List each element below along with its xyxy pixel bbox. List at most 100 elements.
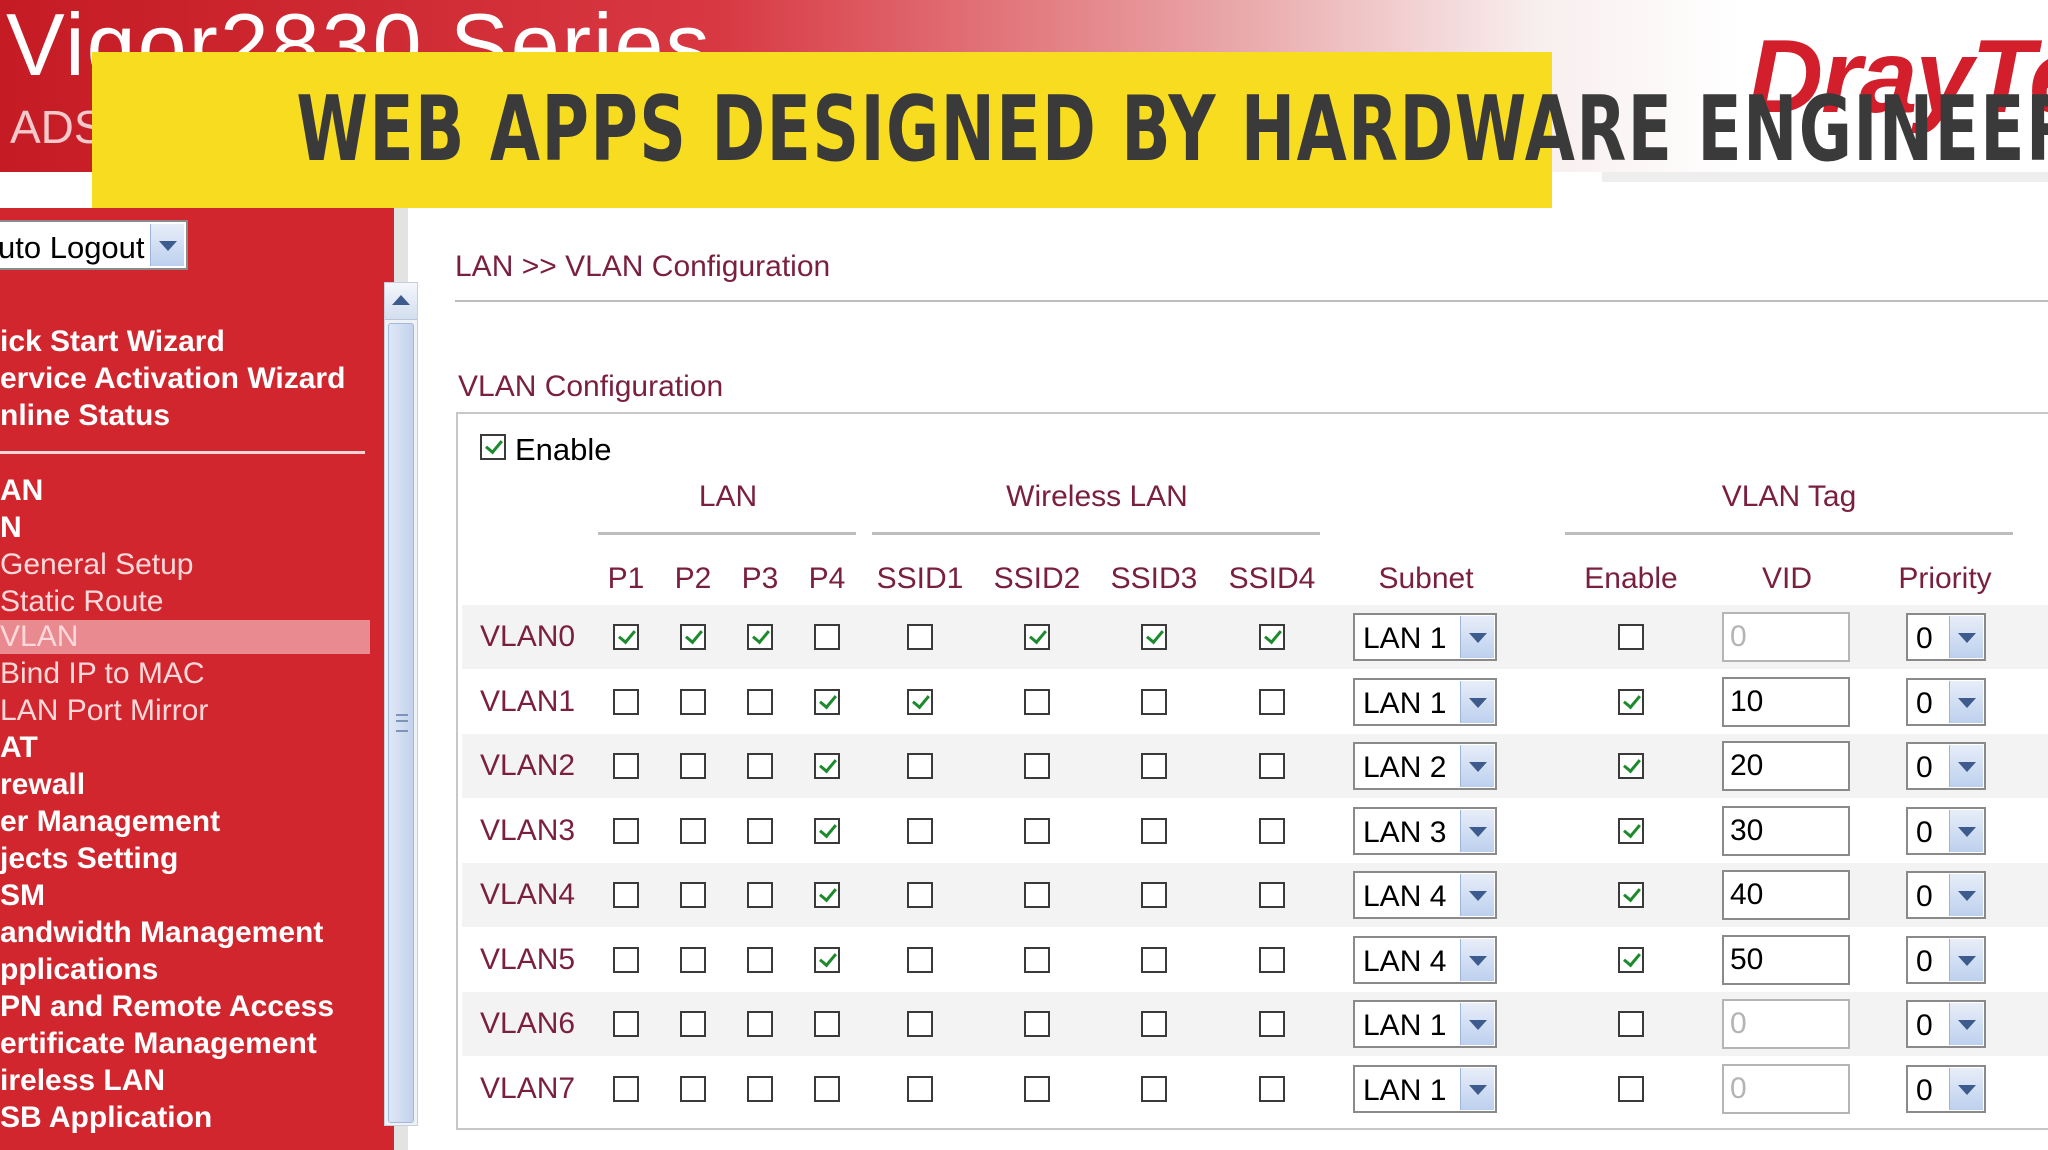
ssid4-checkbox[interactable] bbox=[1259, 817, 1285, 844]
chevron-down-icon[interactable] bbox=[1949, 745, 1983, 787]
sidebar-scrollbar[interactable] bbox=[384, 282, 418, 1126]
chevron-down-icon[interactable] bbox=[150, 224, 184, 266]
ssid1-checkbox[interactable] bbox=[907, 882, 933, 908]
chevron-down-icon[interactable] bbox=[1460, 938, 1494, 981]
priority-select[interactable]: 0 bbox=[1906, 1000, 1986, 1048]
vlan-tag-enable-checkbox[interactable] bbox=[1618, 946, 1644, 973]
sidebar-item[interactable]: N bbox=[0, 511, 22, 544]
ssid4-checkbox[interactable] bbox=[1259, 688, 1285, 715]
priority-select[interactable]: 0 bbox=[1906, 677, 1986, 726]
subnet-select[interactable]: LAN 4 bbox=[1353, 935, 1497, 984]
priority-select[interactable]: 0 bbox=[1906, 1064, 1986, 1113]
priority-select[interactable]: 0 bbox=[1906, 806, 1986, 855]
ssid3-checkbox[interactable] bbox=[1141, 688, 1167, 715]
ssid4-checkbox[interactable] bbox=[1259, 753, 1285, 779]
ssid2-checkbox[interactable] bbox=[1024, 882, 1050, 908]
vlan-tag-enable-checkbox[interactable] bbox=[1618, 1011, 1644, 1037]
subnet-select[interactable]: LAN 4 bbox=[1353, 871, 1497, 919]
vid-input[interactable]: 50 bbox=[1722, 934, 1850, 985]
priority-select[interactable]: 0 bbox=[1906, 742, 1986, 790]
chevron-down-icon[interactable] bbox=[1949, 680, 1983, 723]
subnet-select[interactable]: LAN 2 bbox=[1353, 742, 1497, 790]
ssid1-checkbox[interactable] bbox=[907, 688, 933, 715]
ssid3-checkbox[interactable] bbox=[1141, 882, 1167, 908]
port-p3-checkbox[interactable] bbox=[747, 817, 773, 844]
port-p1-checkbox[interactable] bbox=[613, 624, 639, 650]
sidebar-item[interactable]: ertificate Management bbox=[0, 1027, 317, 1060]
port-p1-checkbox[interactable] bbox=[613, 753, 639, 779]
port-p3-checkbox[interactable] bbox=[747, 1011, 773, 1037]
ssid2-checkbox[interactable] bbox=[1024, 688, 1050, 715]
chevron-down-icon[interactable] bbox=[1460, 809, 1494, 852]
ssid1-checkbox[interactable] bbox=[907, 1075, 933, 1102]
port-p4-checkbox[interactable] bbox=[814, 946, 840, 973]
ssid3-checkbox[interactable] bbox=[1141, 1075, 1167, 1102]
subnet-select[interactable]: LAN 1 bbox=[1353, 677, 1497, 726]
chevron-down-icon[interactable] bbox=[1949, 1003, 1983, 1045]
vlan-tag-enable-checkbox[interactable] bbox=[1618, 882, 1644, 908]
port-p4-checkbox[interactable] bbox=[814, 688, 840, 715]
ssid3-checkbox[interactable] bbox=[1141, 1011, 1167, 1037]
vlan-tag-enable-checkbox[interactable] bbox=[1618, 753, 1644, 779]
priority-select[interactable]: 0 bbox=[1906, 871, 1986, 919]
port-p3-checkbox[interactable] bbox=[747, 1075, 773, 1102]
ssid2-checkbox[interactable] bbox=[1024, 1075, 1050, 1102]
sidebar-item[interactable]: SM bbox=[0, 879, 45, 912]
subnet-select[interactable]: LAN 1 bbox=[1353, 1064, 1497, 1113]
ssid1-checkbox[interactable] bbox=[907, 624, 933, 650]
port-p4-checkbox[interactable] bbox=[814, 1075, 840, 1102]
port-p1-checkbox[interactable] bbox=[613, 1075, 639, 1102]
chevron-down-icon[interactable] bbox=[1949, 874, 1983, 916]
port-p2-checkbox[interactable] bbox=[680, 817, 706, 844]
scroll-thumb[interactable] bbox=[388, 323, 414, 1123]
port-p4-checkbox[interactable] bbox=[814, 753, 840, 779]
port-p4-checkbox[interactable] bbox=[814, 882, 840, 908]
port-p3-checkbox[interactable] bbox=[747, 753, 773, 779]
sidebar-item[interactable]: General Setup bbox=[0, 548, 194, 581]
vid-input[interactable]: 10 bbox=[1722, 676, 1850, 727]
sidebar-item[interactable]: ervice Activation Wizard bbox=[0, 362, 346, 395]
port-p2-checkbox[interactable] bbox=[680, 624, 706, 650]
port-p1-checkbox[interactable] bbox=[613, 817, 639, 844]
sidebar-item[interactable]: jects Setting bbox=[0, 842, 179, 875]
port-p2-checkbox[interactable] bbox=[680, 946, 706, 973]
port-p3-checkbox[interactable] bbox=[747, 946, 773, 973]
ssid1-checkbox[interactable] bbox=[907, 753, 933, 779]
port-p2-checkbox[interactable] bbox=[680, 1011, 706, 1037]
ssid3-checkbox[interactable] bbox=[1141, 817, 1167, 844]
scroll-up-icon[interactable] bbox=[385, 283, 417, 320]
sidebar-item[interactable]: AT bbox=[0, 731, 38, 764]
port-p2-checkbox[interactable] bbox=[680, 688, 706, 715]
sidebar-item[interactable]: Static Route bbox=[0, 585, 164, 618]
port-p4-checkbox[interactable] bbox=[814, 624, 840, 650]
port-p3-checkbox[interactable] bbox=[747, 624, 773, 650]
vlan-tag-enable-checkbox[interactable] bbox=[1618, 817, 1644, 844]
chevron-down-icon[interactable] bbox=[1949, 809, 1983, 852]
chevron-down-icon[interactable] bbox=[1949, 1067, 1983, 1110]
vlan-enable-checkbox[interactable] bbox=[480, 434, 506, 460]
vlan-tag-enable-checkbox[interactable] bbox=[1618, 624, 1644, 650]
ssid3-checkbox[interactable] bbox=[1141, 946, 1167, 973]
sidebar-item[interactable]: PN and Remote Access bbox=[0, 990, 335, 1023]
sidebar-item[interactable]: AN bbox=[0, 474, 44, 507]
sidebar-item[interactable]: er Management bbox=[0, 805, 221, 838]
ssid2-checkbox[interactable] bbox=[1024, 1011, 1050, 1037]
port-p3-checkbox[interactable] bbox=[747, 688, 773, 715]
port-p2-checkbox[interactable] bbox=[680, 753, 706, 779]
port-p1-checkbox[interactable] bbox=[613, 688, 639, 715]
sidebar-item[interactable]: Bind IP to MAC bbox=[0, 657, 205, 690]
vid-input[interactable]: 40 bbox=[1722, 870, 1850, 920]
subnet-select[interactable]: LAN 3 bbox=[1353, 806, 1497, 855]
ssid4-checkbox[interactable] bbox=[1259, 1011, 1285, 1037]
port-p4-checkbox[interactable] bbox=[814, 817, 840, 844]
sidebar-item[interactable]: VLAN bbox=[0, 620, 370, 654]
ssid1-checkbox[interactable] bbox=[907, 946, 933, 973]
chevron-down-icon[interactable] bbox=[1460, 1067, 1494, 1110]
port-p1-checkbox[interactable] bbox=[613, 1011, 639, 1037]
sidebar-item[interactable]: nline Status bbox=[0, 399, 171, 432]
vid-input[interactable]: 30 bbox=[1722, 805, 1850, 856]
chevron-down-icon[interactable] bbox=[1460, 616, 1494, 658]
vlan-tag-enable-checkbox[interactable] bbox=[1618, 688, 1644, 715]
subnet-select[interactable]: LAN 1 bbox=[1353, 1000, 1497, 1048]
sidebar-item[interactable]: SB Application bbox=[0, 1101, 213, 1134]
